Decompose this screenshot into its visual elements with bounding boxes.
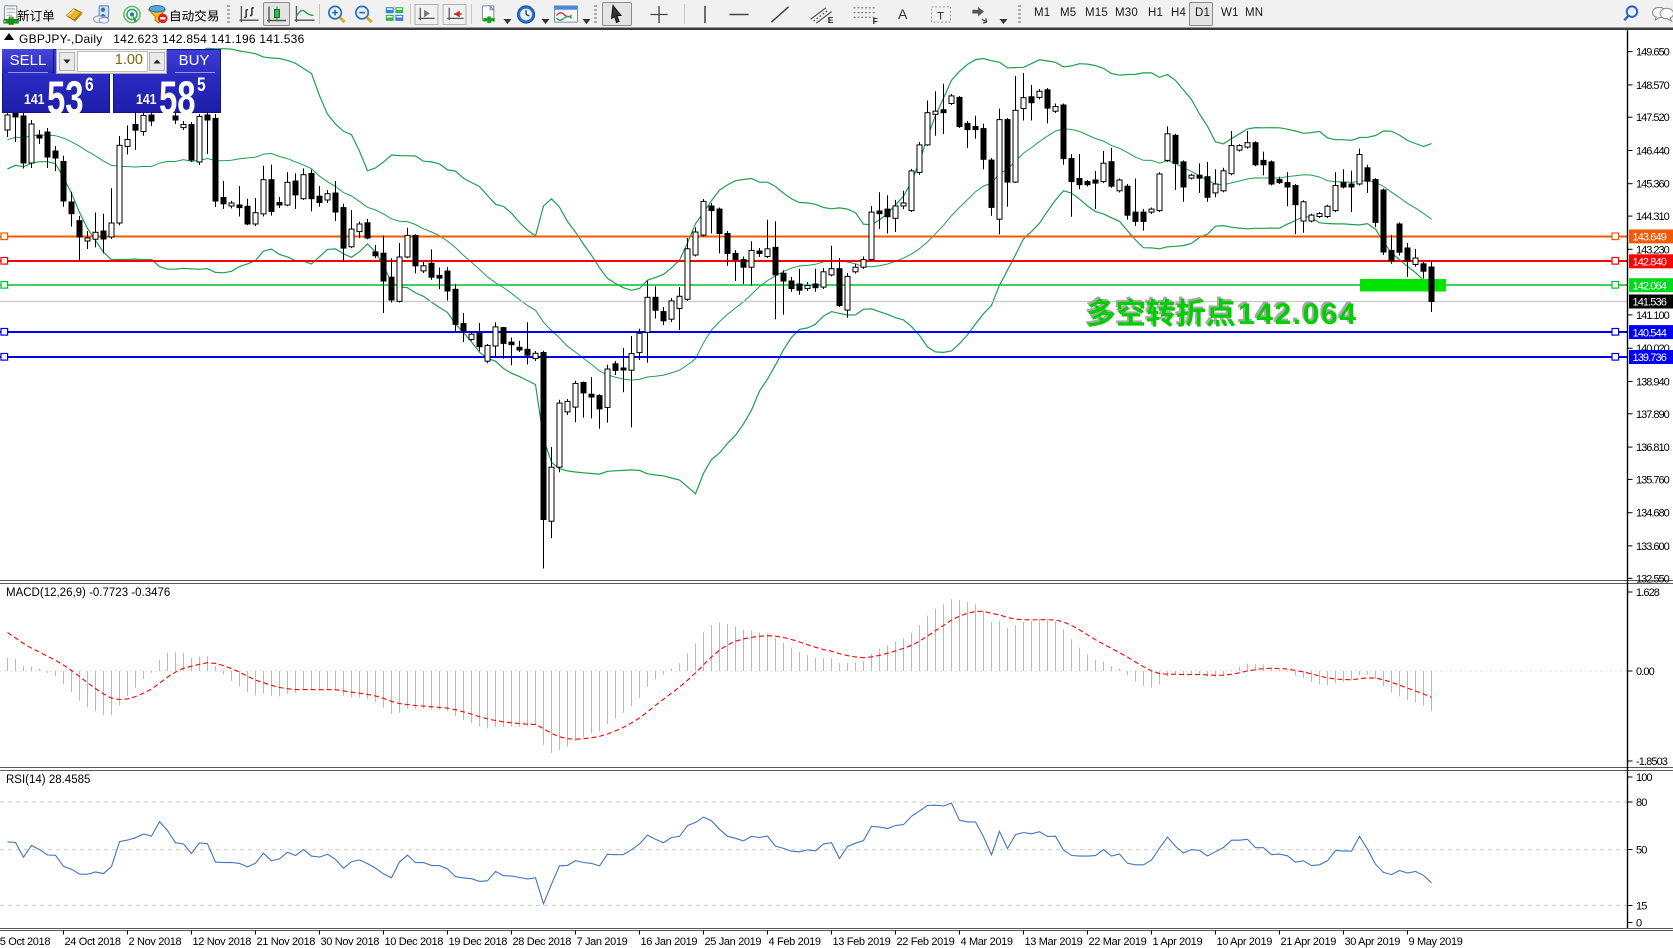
svg-text:1 Apr 2019: 1 Apr 2019 xyxy=(1153,936,1203,948)
svg-text:148.570: 148.570 xyxy=(1636,80,1670,92)
svg-text:RSI(14) 28.4585: RSI(14) 28.4585 xyxy=(6,774,90,786)
svg-text:140.544: 140.544 xyxy=(1633,327,1667,339)
svg-text:139.736: 139.736 xyxy=(1633,352,1667,364)
svg-text:28 Dec 2018: 28 Dec 2018 xyxy=(513,936,572,948)
svg-text:132.550: 132.550 xyxy=(1636,573,1670,585)
svg-text:142.064: 142.064 xyxy=(1633,280,1667,292)
svg-text:138.940: 138.940 xyxy=(1636,377,1670,389)
svg-text:4 Mar 2019: 4 Mar 2019 xyxy=(961,936,1013,948)
svg-text:141.100: 141.100 xyxy=(1636,310,1670,322)
svg-text:21 Nov 2018: 21 Nov 2018 xyxy=(257,936,316,948)
svg-text:141.536: 141.536 xyxy=(1633,297,1667,309)
svg-text:134.680: 134.680 xyxy=(1636,508,1670,520)
svg-text:24 Oct 2018: 24 Oct 2018 xyxy=(65,936,121,948)
svg-text:0: 0 xyxy=(1636,918,1642,930)
svg-text:15 Oct 2018: 15 Oct 2018 xyxy=(0,936,50,948)
svg-text:15: 15 xyxy=(1636,901,1647,913)
svg-text:149.650: 149.650 xyxy=(1636,47,1670,59)
svg-text:0.00: 0.00 xyxy=(1636,666,1655,678)
svg-text:142.064: 142.064 xyxy=(1236,296,1356,329)
svg-text:142.064: 142.064 xyxy=(1238,298,1358,331)
svg-text:4 Feb 2019: 4 Feb 2019 xyxy=(769,936,821,948)
svg-text:30 Nov 2018: 30 Nov 2018 xyxy=(321,936,380,948)
svg-text:143.649: 143.649 xyxy=(1633,232,1667,244)
svg-text:137.890: 137.890 xyxy=(1636,409,1670,421)
svg-text:143.230: 143.230 xyxy=(1636,244,1670,256)
svg-text:30 Apr 2019: 30 Apr 2019 xyxy=(1345,936,1401,948)
svg-text:80: 80 xyxy=(1636,797,1647,809)
svg-text:19 Dec 2018: 19 Dec 2018 xyxy=(449,936,508,948)
svg-text:-1.8503: -1.8503 xyxy=(1636,756,1668,768)
svg-text:16 Jan 2019: 16 Jan 2019 xyxy=(641,936,698,948)
svg-text:10 Apr 2019: 10 Apr 2019 xyxy=(1217,936,1273,948)
svg-text:2 Nov 2018: 2 Nov 2018 xyxy=(129,936,182,948)
svg-text:F: F xyxy=(873,16,878,25)
svg-text:9 May 2019: 9 May 2019 xyxy=(1409,936,1463,948)
svg-text:145.360: 145.360 xyxy=(1636,179,1670,191)
svg-text:133.600: 133.600 xyxy=(1636,541,1670,553)
svg-text:1.628: 1.628 xyxy=(1636,587,1660,599)
svg-text:144.310: 144.310 xyxy=(1636,211,1670,223)
svg-text:50: 50 xyxy=(1636,845,1647,857)
svg-text:7 Jan 2019: 7 Jan 2019 xyxy=(577,936,628,948)
svg-text:25 Jan 2019: 25 Jan 2019 xyxy=(705,936,762,948)
svg-text:10 Dec 2018: 10 Dec 2018 xyxy=(385,936,444,948)
svg-text:22 Mar 2019: 22 Mar 2019 xyxy=(1089,936,1147,948)
svg-text:22 Feb 2019: 22 Feb 2019 xyxy=(897,936,955,948)
svg-text:135.760: 135.760 xyxy=(1636,474,1670,486)
svg-text:GBPJPY-,Daily 142.623 142.85: GBPJPY-,Daily 142.623 142.854 141.196 14… xyxy=(19,32,305,46)
svg-text:147.520: 147.520 xyxy=(1636,112,1670,124)
svg-text:142.840: 142.840 xyxy=(1633,257,1667,269)
svg-text:E: E xyxy=(828,15,834,25)
svg-text:13 Feb 2019: 13 Feb 2019 xyxy=(833,936,891,948)
svg-text:21 Apr 2019: 21 Apr 2019 xyxy=(1281,936,1337,948)
svg-text:146.440: 146.440 xyxy=(1636,146,1670,158)
svg-text:MACD(12,26,9) -0.7723 -0.3476: MACD(12,26,9) -0.7723 -0.3476 xyxy=(6,587,170,599)
svg-text:12 Nov 2018: 12 Nov 2018 xyxy=(193,936,252,948)
svg-text:100: 100 xyxy=(1636,772,1652,784)
svg-text:136.810: 136.810 xyxy=(1636,442,1670,454)
svg-text:13 Mar 2019: 13 Mar 2019 xyxy=(1025,936,1083,948)
svg-text:T: T xyxy=(937,10,944,22)
